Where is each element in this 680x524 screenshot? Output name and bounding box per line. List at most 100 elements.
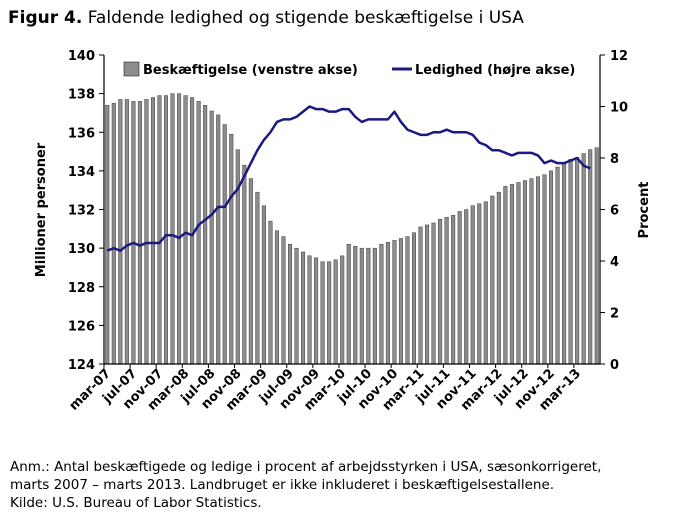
chart: 124126128130132134136138140024681012mar-… bbox=[34, 49, 652, 414]
bar bbox=[490, 195, 495, 365]
bar bbox=[118, 99, 123, 365]
bar bbox=[235, 149, 240, 365]
note-line: marts 2007 – marts 2013. Landbruget er i… bbox=[10, 477, 555, 493]
bar bbox=[170, 93, 175, 365]
figure-heading: Faldende ledighed og stigende beskæftige… bbox=[87, 8, 524, 28]
legend-label-line: Ledighed (højre akse) bbox=[415, 63, 575, 78]
bar bbox=[418, 226, 423, 365]
y-tick-label-left: 128 bbox=[68, 281, 95, 296]
bar bbox=[392, 240, 397, 365]
figure-number: Figur 4. bbox=[8, 8, 83, 28]
bar bbox=[255, 191, 260, 365]
y-tick-label-left: 124 bbox=[68, 358, 95, 373]
y-tick-label-right: 2 bbox=[610, 307, 619, 322]
bar bbox=[216, 114, 221, 365]
bar bbox=[190, 97, 195, 365]
bar bbox=[229, 133, 234, 365]
bar bbox=[242, 164, 247, 365]
bar bbox=[385, 242, 390, 365]
bar bbox=[581, 153, 586, 365]
bar bbox=[451, 215, 456, 365]
y-tick-label-right: 4 bbox=[610, 255, 619, 270]
y-tick-label-left: 136 bbox=[68, 126, 95, 141]
bar bbox=[203, 105, 208, 365]
bar bbox=[294, 247, 299, 365]
line-series-ledighed bbox=[106, 105, 591, 252]
bar bbox=[549, 170, 554, 365]
bar bbox=[268, 220, 273, 365]
bar bbox=[333, 259, 338, 365]
y-tick-label-left: 130 bbox=[68, 242, 95, 257]
bar bbox=[509, 184, 514, 365]
bar bbox=[164, 95, 169, 365]
bar bbox=[157, 95, 162, 365]
bar bbox=[425, 224, 430, 365]
bar bbox=[366, 247, 371, 365]
bar bbox=[196, 101, 201, 365]
bar bbox=[483, 201, 488, 365]
bar bbox=[327, 261, 332, 365]
bar bbox=[177, 93, 182, 365]
bar bbox=[379, 244, 384, 365]
bar bbox=[274, 230, 279, 365]
bar bbox=[105, 105, 110, 365]
notes: Anm.: Antal beskæftigede og ledige i pro… bbox=[10, 458, 675, 512]
bar bbox=[464, 209, 469, 365]
bar bbox=[111, 103, 116, 365]
bar bbox=[594, 147, 599, 365]
bar bbox=[209, 110, 214, 365]
y-tick-label-right: 10 bbox=[610, 101, 628, 116]
bar bbox=[144, 99, 149, 365]
bar bbox=[222, 124, 227, 365]
bar bbox=[340, 255, 345, 365]
bar bbox=[314, 257, 319, 365]
bar bbox=[529, 178, 534, 365]
bar bbox=[412, 232, 416, 365]
bar bbox=[588, 149, 593, 365]
bar bbox=[307, 255, 312, 365]
bar bbox=[568, 159, 573, 365]
bar bbox=[431, 222, 436, 365]
bar bbox=[261, 205, 266, 365]
bar bbox=[575, 157, 580, 365]
y-axis-label-left: Millioner personer bbox=[34, 142, 49, 277]
legend-label-bars: Beskæftigelse (venstre akse) bbox=[143, 63, 358, 78]
bar bbox=[438, 218, 443, 365]
bar bbox=[470, 205, 475, 365]
y-tick-label-right: 6 bbox=[610, 204, 619, 219]
bar bbox=[555, 166, 560, 365]
legend: Beskæftigelse (venstre akse) Ledighed (h… bbox=[123, 61, 575, 78]
bar bbox=[542, 174, 547, 365]
bar bbox=[248, 178, 253, 365]
bar bbox=[281, 236, 286, 365]
bar bbox=[150, 97, 155, 365]
bar bbox=[320, 261, 325, 365]
bar bbox=[131, 101, 136, 365]
y-tick-label-left: 138 bbox=[68, 88, 95, 103]
bar bbox=[353, 245, 358, 365]
y-tick-label-left: 126 bbox=[68, 319, 95, 334]
bar bbox=[137, 101, 142, 365]
y-tick-label-right: 0 bbox=[610, 358, 619, 373]
bar bbox=[536, 176, 541, 365]
figure-title: Figur 4. Faldende ledighed og stigende b… bbox=[8, 8, 524, 28]
bar bbox=[457, 211, 462, 365]
bar bbox=[405, 236, 410, 365]
y-tick-label-right: 8 bbox=[610, 152, 619, 167]
bar bbox=[398, 238, 403, 365]
legend-swatch-bars bbox=[123, 61, 140, 77]
bar-series bbox=[105, 93, 599, 365]
note-line: Anm.: Antal beskæftigede og ledige i pro… bbox=[10, 459, 602, 475]
y-tick-label-right: 12 bbox=[610, 49, 628, 64]
bar bbox=[301, 251, 306, 365]
y-tick-label-left: 134 bbox=[68, 165, 95, 180]
bar bbox=[496, 191, 501, 365]
bar bbox=[503, 186, 508, 365]
bar bbox=[346, 244, 351, 365]
bar bbox=[359, 247, 364, 365]
bar bbox=[372, 247, 377, 365]
bar bbox=[562, 162, 567, 365]
note-line: Kilde: U.S. Bureau of Labor Statistics. bbox=[10, 495, 262, 511]
y-axis-label-right: Procent bbox=[637, 182, 652, 239]
bar bbox=[516, 182, 521, 365]
